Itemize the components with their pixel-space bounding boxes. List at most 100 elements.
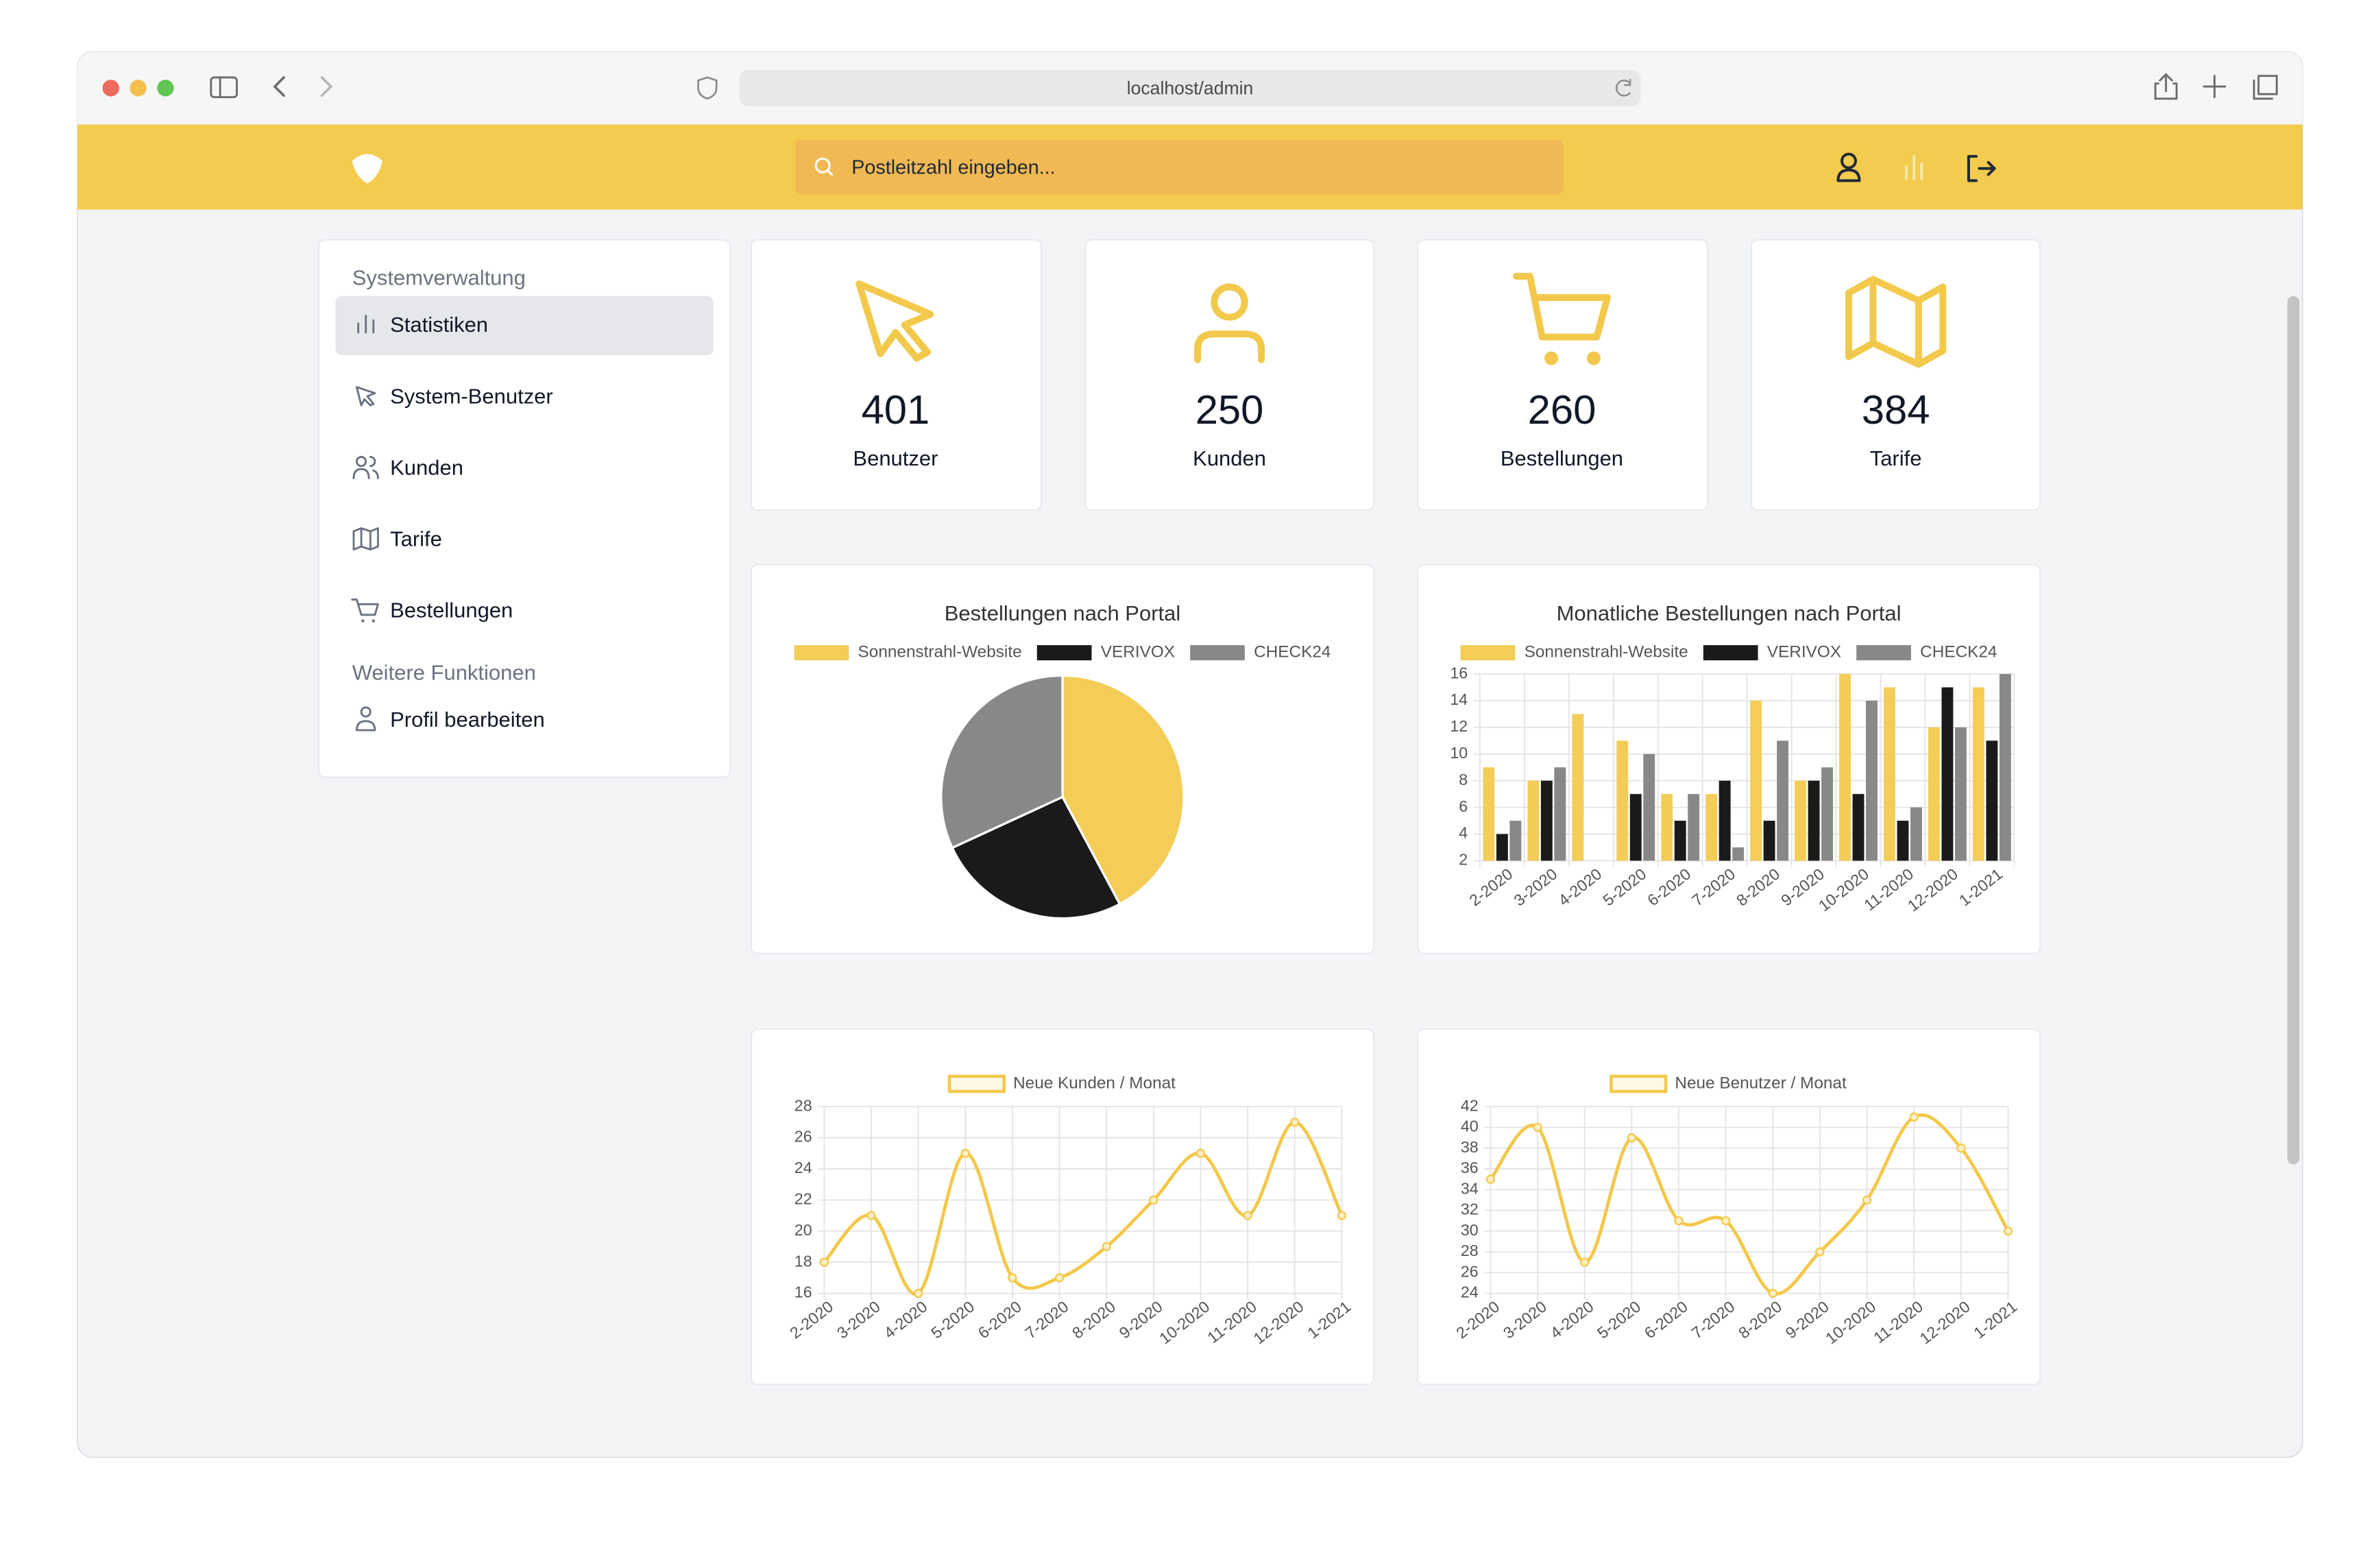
bar [1928, 727, 1940, 861]
bar [1527, 780, 1540, 861]
pie-slice [950, 795, 1121, 920]
legend-swatch [1460, 645, 1516, 661]
bar [1643, 753, 1655, 861]
stat-value: 401 [862, 387, 930, 433]
y-tick-label: 40 [1461, 1117, 1479, 1135]
y-tick-label: 26 [1461, 1262, 1479, 1280]
privacy-icon[interactable] [697, 76, 718, 100]
chart-card [751, 1028, 1374, 1386]
y-tick-label: 12 [1450, 717, 1468, 735]
bar [1910, 807, 1922, 861]
bar [1750, 701, 1762, 861]
logo[interactable] [352, 154, 383, 184]
point [1768, 1288, 1777, 1298]
nav-system-benutzer[interactable]: System-Benutzer [355, 384, 553, 408]
map-icon [1845, 276, 1947, 368]
bar [1719, 780, 1731, 861]
bar [1554, 767, 1566, 861]
nav-profil[interactable]: Profil bearbeiten [355, 706, 545, 732]
stat-label: Benutzer [853, 446, 938, 470]
bar [1954, 727, 1967, 861]
bar [1852, 794, 1865, 861]
bar [1897, 821, 1909, 861]
stat-card [1084, 239, 1374, 511]
point [866, 1211, 876, 1220]
bar [1629, 794, 1642, 861]
legend-swatch [1610, 1074, 1668, 1093]
y-tick-label: 42 [1461, 1096, 1479, 1114]
minimize-button[interactable] [130, 80, 147, 97]
legend-swatch [1036, 645, 1092, 661]
legend-swatch [1856, 645, 1911, 661]
forward-button[interactable] [320, 76, 333, 97]
sidebar-toggle[interactable] [210, 76, 238, 99]
user-icon [1194, 283, 1265, 363]
tab-overview-button[interactable] [2252, 75, 2278, 100]
chart-card [1417, 1028, 2041, 1386]
profile-button[interactable] [1836, 152, 1861, 182]
bar [1763, 821, 1775, 861]
y-tick-label: 30 [1461, 1221, 1479, 1239]
point [1054, 1273, 1065, 1283]
y-tick-label: 16 [1450, 664, 1468, 681]
close-button[interactable] [102, 80, 119, 97]
new-tab-button[interactable] [2202, 75, 2226, 99]
y-tick-label: 28 [794, 1096, 812, 1114]
nav-tarife[interactable]: Tarife [352, 527, 442, 551]
stat-value: 384 [1862, 387, 1930, 433]
y-tick-label: 4 [1459, 824, 1468, 842]
y-tick-label: 14 [1450, 690, 1468, 708]
y-tick-label: 26 [794, 1128, 812, 1146]
bar [1986, 740, 1998, 861]
y-tick-label: 6 [1459, 797, 1468, 815]
share-button[interactable] [2154, 73, 2178, 100]
stats-button[interactable] [1905, 155, 1923, 181]
point [1815, 1247, 1825, 1257]
legend-swatch [1190, 645, 1245, 661]
chart-title: Bestellungen nach Portal [945, 601, 1181, 625]
nav-bestellungen[interactable]: Bestellungen [351, 599, 513, 623]
nav-label: System-Benutzer [390, 384, 553, 408]
y-tick-label: 2 [1459, 851, 1468, 869]
legend-label: VERIVOX [1767, 643, 1841, 662]
reload-button[interactable] [1615, 79, 1631, 97]
nav-label: Bestellungen [390, 599, 513, 623]
y-tick-label: 38 [1461, 1138, 1479, 1156]
legend-swatch [1703, 645, 1758, 661]
bar [1483, 767, 1495, 861]
bar [1941, 687, 1954, 861]
y-tick-label: 24 [794, 1159, 812, 1176]
search-box[interactable] [795, 139, 1564, 195]
stat-value: 260 [1528, 387, 1596, 433]
nav-kunden[interactable]: Kunden [352, 455, 463, 479]
y-tick-label: 8 [1459, 771, 1468, 788]
scrollbar[interactable] [2287, 295, 2300, 1165]
y-tick-label: 22 [794, 1189, 812, 1207]
logout-button[interactable] [1967, 155, 1996, 182]
nav-label: Statistiken [390, 313, 488, 337]
legend-label: VERIVOX [1101, 643, 1175, 662]
address-bar[interactable] [739, 69, 1641, 106]
back-button[interactable] [273, 76, 285, 97]
point [914, 1288, 923, 1298]
bar [1839, 674, 1851, 861]
bar [1808, 780, 1820, 861]
bar [1661, 794, 1673, 861]
zoom-button[interactable] [157, 80, 174, 97]
bar [1866, 701, 1878, 861]
bar [1705, 794, 1718, 861]
nav-statistiken[interactable]: Statistiken [357, 313, 488, 337]
point [1627, 1133, 1636, 1143]
cursor-icon [855, 280, 934, 362]
bar [1540, 780, 1553, 861]
stat-card [1751, 239, 2041, 511]
stat-label: Kunden [1193, 446, 1266, 470]
point [819, 1257, 829, 1267]
point [1721, 1216, 1731, 1226]
point [2003, 1226, 2013, 1236]
bar [1777, 740, 1789, 861]
y-tick-label: 18 [794, 1252, 812, 1270]
stat-value: 250 [1195, 387, 1264, 433]
legend-label: CHECK24 [1920, 643, 1997, 662]
